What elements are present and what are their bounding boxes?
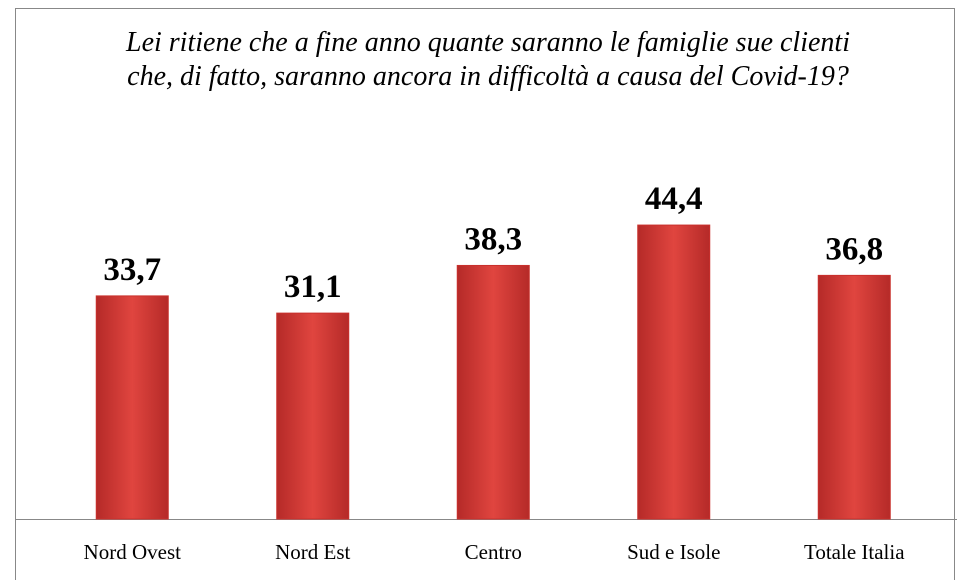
chart-frame (15, 8, 955, 580)
value-label: 38,3 (464, 221, 522, 257)
x-tick-label: Nord Est (275, 540, 350, 564)
x-tick-label: Sud e Isole (627, 540, 720, 564)
value-label: 33,7 (103, 252, 161, 288)
bar (817, 274, 891, 520)
bar (456, 264, 530, 520)
bar (95, 295, 169, 520)
x-tick-label: Nord Ovest (84, 540, 182, 564)
x-tick-label: Centro (465, 540, 522, 564)
value-label: 31,1 (284, 269, 342, 305)
bar (276, 312, 350, 520)
value-label: 36,8 (825, 231, 883, 267)
value-label: 44,4 (645, 181, 703, 217)
bar (637, 224, 711, 520)
chart-title: Lei ritiene che a fine anno quante saran… (126, 27, 850, 92)
x-tick-label: Totale Italia (804, 540, 905, 564)
